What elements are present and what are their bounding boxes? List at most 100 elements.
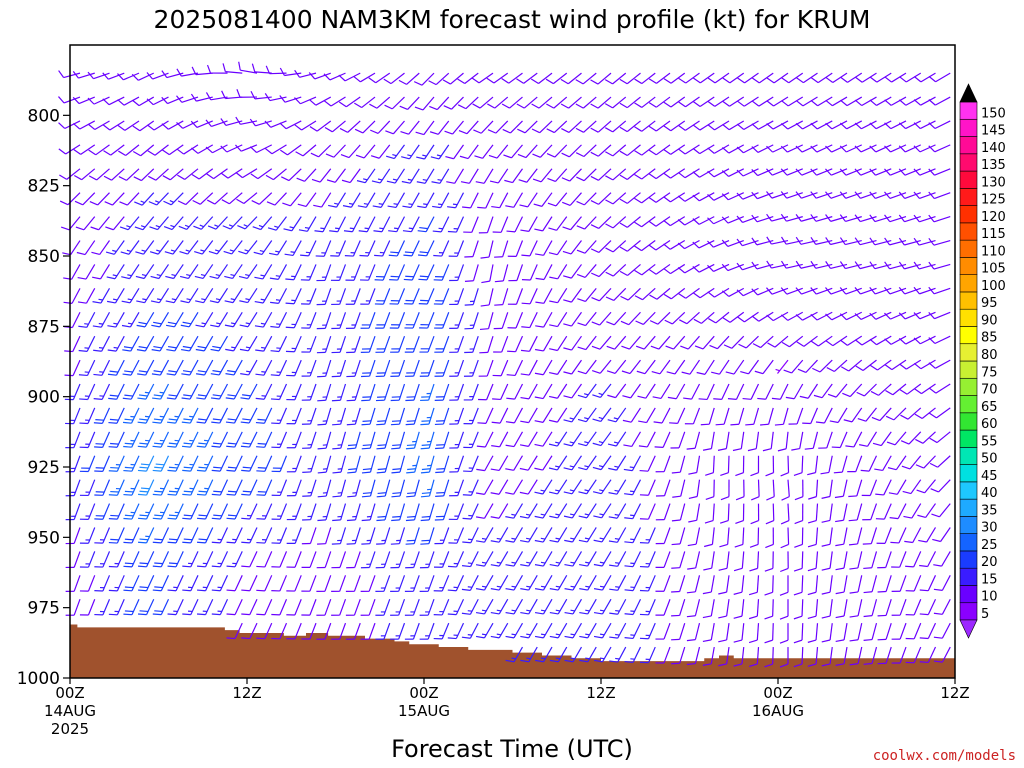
wind-barb xyxy=(501,96,523,109)
wind-barb xyxy=(102,120,125,131)
wind-barb xyxy=(813,383,833,399)
x-tick-label: 12Z xyxy=(940,684,969,702)
wind-barb xyxy=(884,286,907,295)
wind-barb xyxy=(505,622,524,639)
wind-barb xyxy=(854,144,877,153)
wind-barb xyxy=(491,407,509,424)
wind-barb xyxy=(688,455,701,475)
wind-barb xyxy=(405,551,420,569)
wind-barb xyxy=(919,575,937,592)
wind-barb xyxy=(256,431,273,448)
wind-barb xyxy=(150,288,170,304)
wind-barb xyxy=(345,599,361,616)
wind-barb xyxy=(505,431,524,448)
wind-barb xyxy=(473,120,494,134)
wind-barb xyxy=(236,192,258,205)
wind-barb xyxy=(795,214,818,222)
wind-barb xyxy=(549,598,568,615)
wind-barb xyxy=(167,455,184,472)
wind-barb xyxy=(534,455,553,471)
wind-barb xyxy=(708,311,730,324)
wind-barb xyxy=(652,383,671,400)
wind-barb xyxy=(121,288,140,304)
wind-barb xyxy=(913,359,936,370)
wind-barb xyxy=(795,96,818,107)
wind-barb xyxy=(648,240,671,251)
wind-barb xyxy=(433,240,450,257)
wind-barb xyxy=(549,359,568,375)
wind-barb xyxy=(209,264,228,280)
wind-barb xyxy=(192,192,214,205)
wind-barb xyxy=(117,72,140,81)
wind-barb xyxy=(863,551,878,570)
wind-barb xyxy=(161,120,184,130)
wind-barb xyxy=(331,599,347,616)
wind-barb xyxy=(285,312,302,329)
wind-barb xyxy=(884,144,907,153)
wind-barb xyxy=(702,599,715,619)
wind-barb xyxy=(225,359,243,376)
wind-barb xyxy=(765,527,774,549)
wind-barb xyxy=(404,288,420,305)
wind-barb xyxy=(707,144,730,154)
wind-barb xyxy=(211,598,229,616)
wind-barb xyxy=(505,527,524,543)
wind-barb xyxy=(404,312,420,329)
wind-barb xyxy=(163,216,184,231)
wind-barb xyxy=(93,383,111,400)
wind-barb xyxy=(663,240,686,250)
wind-barb xyxy=(79,503,96,520)
wind-barb xyxy=(678,120,700,131)
wind-barb xyxy=(928,191,951,200)
wind-barb xyxy=(476,431,494,448)
wind-barb xyxy=(197,527,214,544)
colorbar-swatch xyxy=(959,498,978,517)
wind-barb xyxy=(604,120,627,133)
wind-barb xyxy=(301,383,317,401)
wind-barb xyxy=(671,527,686,546)
wind-barb xyxy=(176,95,199,103)
wind-barb xyxy=(677,192,700,202)
wind-barb xyxy=(624,551,642,568)
wind-barb xyxy=(464,312,479,330)
wind-barb xyxy=(821,623,833,643)
wind-barb xyxy=(286,622,302,640)
wind-barb xyxy=(666,359,686,375)
wind-barb xyxy=(447,216,465,233)
x-tick-label: 16AUG xyxy=(752,702,804,720)
wind-barb xyxy=(751,144,774,153)
wind-barb xyxy=(256,527,273,544)
wind-barb xyxy=(133,168,155,182)
wind-barb xyxy=(932,527,951,543)
wind-barb xyxy=(180,311,199,328)
wind-barb xyxy=(720,479,730,501)
wind-barb xyxy=(898,214,921,223)
wind-barb xyxy=(702,575,715,595)
wind-barb xyxy=(681,359,700,375)
wind-barb xyxy=(520,551,538,567)
wind-barb xyxy=(609,598,627,615)
wind-barb xyxy=(432,216,450,233)
wind-barb xyxy=(863,575,878,594)
colorbar-label: 35 xyxy=(981,503,998,518)
wind-barb xyxy=(281,168,302,182)
wind-barb xyxy=(766,287,789,295)
wind-barb xyxy=(502,120,523,134)
wind-barb xyxy=(672,479,686,498)
wind-barb xyxy=(748,647,760,668)
colorbar-label: 30 xyxy=(981,521,998,536)
wind-barb xyxy=(182,527,199,544)
wind-barb xyxy=(579,646,597,663)
wind-barb xyxy=(196,383,214,400)
wind-barb xyxy=(607,383,627,399)
wind-barb xyxy=(535,311,553,328)
wind-barb xyxy=(340,144,361,159)
wind-barb xyxy=(108,455,125,472)
wind-barb xyxy=(449,264,465,282)
wind-barb xyxy=(709,335,730,350)
wind-barb xyxy=(839,191,862,199)
wind-barb xyxy=(913,335,936,345)
wind-barb xyxy=(475,622,494,639)
colorbar-label: 20 xyxy=(981,555,998,570)
wind-barb xyxy=(195,335,214,352)
